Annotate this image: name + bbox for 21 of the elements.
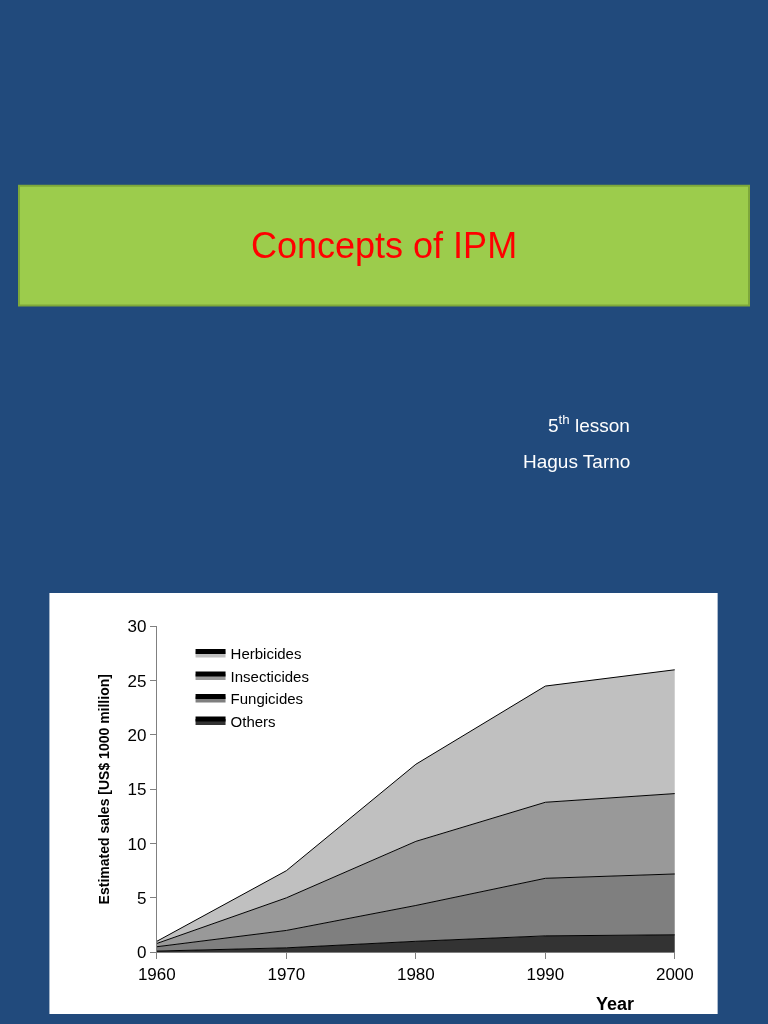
x-tick-label: 1990 [526, 964, 565, 984]
y-tick-label: 30 [127, 617, 147, 637]
y-axis-title: Estimated sales [US$ 1000 million] [96, 674, 113, 905]
chart-subtitle: 5$^{th}$ lesson [548, 412, 630, 436]
y-tick-label: 10 [127, 834, 147, 854]
legend-label: Others [230, 712, 276, 730]
legend-label: Insecticides [230, 667, 309, 685]
y-tick-label: 15 [127, 780, 147, 800]
y-tick-label: 20 [127, 725, 147, 745]
legend-label: Herbicides [230, 645, 302, 663]
x-tick-label: 2000 [655, 964, 694, 984]
legend-label: Fungicides [230, 690, 304, 708]
x-tick-label: 1980 [396, 964, 435, 984]
text: Hagus Tarno [523, 451, 631, 472]
chart-title: Concepts of IPM [251, 225, 518, 266]
x-tick-label: 1970 [267, 964, 306, 984]
y-tick-label: 0 [136, 943, 147, 963]
x-tick-label: 1960 [137, 964, 176, 984]
x-axis-title: Year [596, 994, 635, 1014]
y-tick-label: 5 [136, 888, 147, 908]
y-tick-label: 25 [127, 671, 147, 691]
